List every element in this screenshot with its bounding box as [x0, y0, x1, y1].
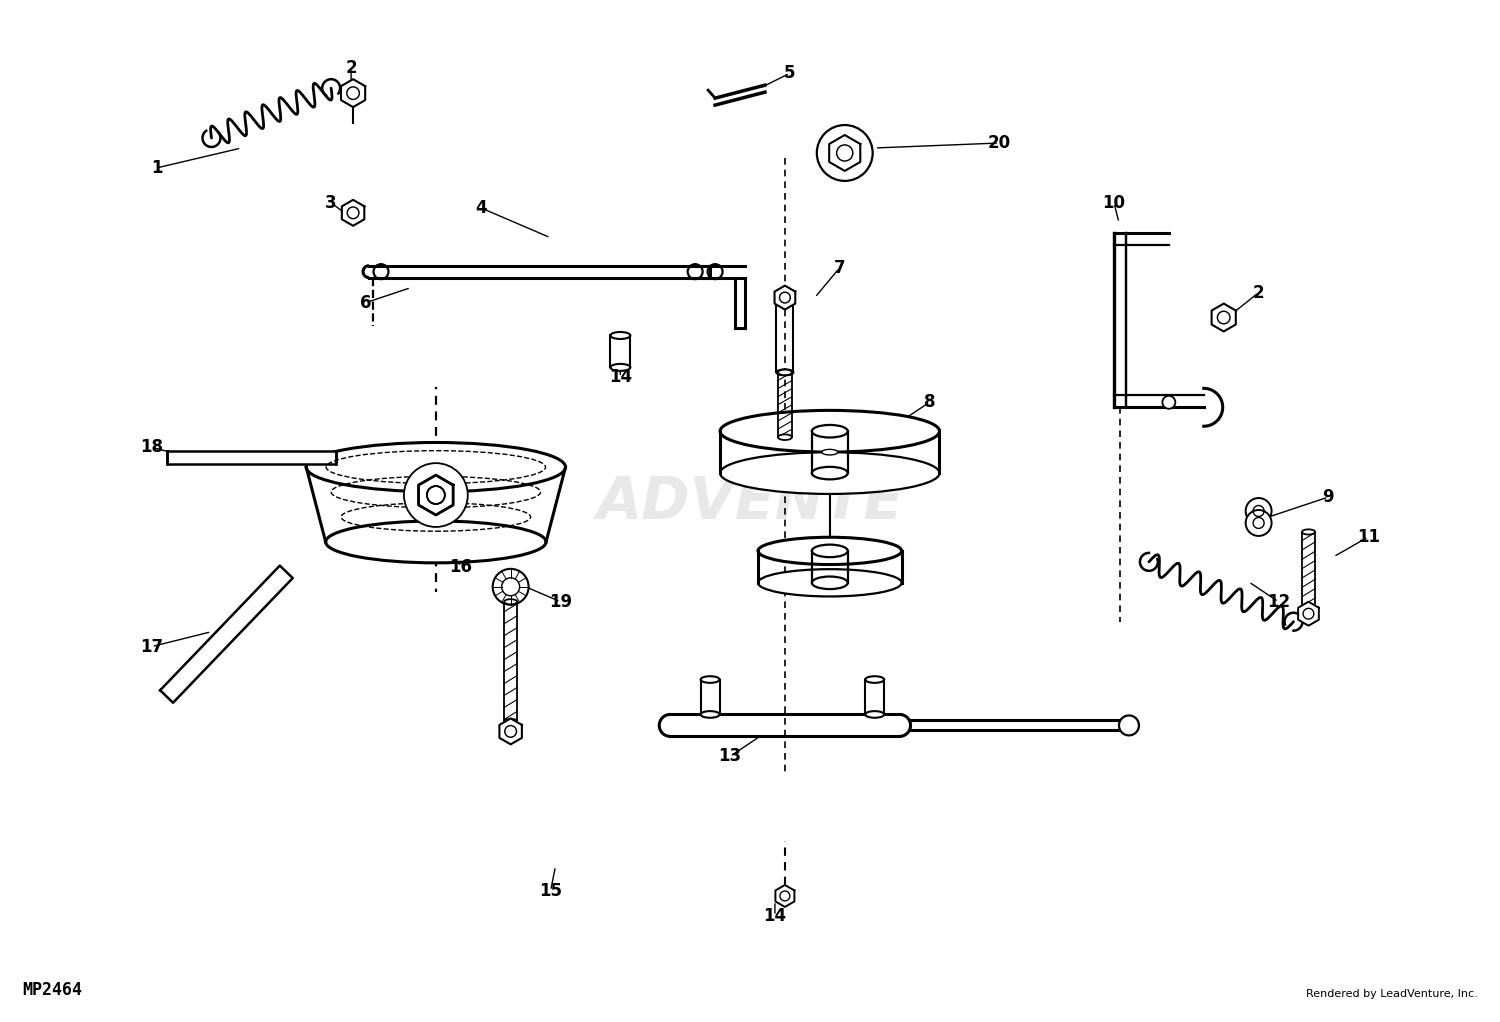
Text: 10: 10 — [1102, 194, 1125, 212]
Text: 12: 12 — [1268, 593, 1290, 611]
Text: 3: 3 — [326, 194, 338, 212]
Polygon shape — [776, 885, 795, 907]
Text: 18: 18 — [140, 438, 164, 456]
Circle shape — [492, 569, 528, 605]
Text: Rendered by LeadVenture, Inc.: Rendered by LeadVenture, Inc. — [1306, 988, 1478, 998]
Text: 8: 8 — [924, 393, 936, 411]
Polygon shape — [774, 285, 795, 310]
Text: 6: 6 — [360, 293, 372, 312]
Text: 19: 19 — [549, 593, 572, 611]
Polygon shape — [1298, 602, 1318, 625]
Ellipse shape — [865, 711, 883, 717]
Text: 4: 4 — [476, 199, 486, 217]
Text: 15: 15 — [538, 882, 562, 900]
Ellipse shape — [777, 299, 794, 306]
Polygon shape — [419, 475, 453, 515]
Ellipse shape — [778, 370, 792, 375]
Circle shape — [1162, 396, 1176, 409]
Text: 1: 1 — [152, 159, 162, 177]
Circle shape — [1119, 715, 1138, 736]
Polygon shape — [1212, 304, 1236, 331]
Text: 16: 16 — [450, 558, 472, 575]
Text: 14: 14 — [764, 907, 786, 925]
Ellipse shape — [720, 411, 939, 452]
Text: 17: 17 — [140, 638, 164, 656]
Polygon shape — [500, 718, 522, 744]
Circle shape — [818, 125, 873, 181]
Ellipse shape — [778, 434, 792, 440]
Text: 7: 7 — [834, 259, 846, 277]
Ellipse shape — [1302, 604, 1316, 609]
Circle shape — [404, 463, 468, 527]
Polygon shape — [166, 451, 336, 464]
Text: MP2464: MP2464 — [22, 981, 82, 998]
Ellipse shape — [504, 718, 518, 724]
Ellipse shape — [758, 538, 902, 564]
Text: 2: 2 — [345, 59, 357, 78]
Polygon shape — [419, 475, 453, 515]
Text: 2: 2 — [1252, 283, 1264, 301]
Ellipse shape — [812, 576, 847, 589]
Text: 13: 13 — [718, 747, 741, 765]
Ellipse shape — [504, 599, 518, 604]
Ellipse shape — [812, 467, 847, 479]
Circle shape — [1245, 498, 1272, 524]
Polygon shape — [340, 79, 364, 107]
Text: 14: 14 — [609, 368, 631, 386]
Ellipse shape — [720, 453, 939, 494]
Ellipse shape — [610, 332, 630, 339]
Ellipse shape — [777, 369, 794, 375]
Ellipse shape — [812, 545, 847, 557]
Ellipse shape — [306, 443, 566, 492]
Polygon shape — [342, 200, 364, 226]
Ellipse shape — [700, 677, 720, 683]
Text: ADVENTE: ADVENTE — [597, 473, 903, 530]
Ellipse shape — [700, 711, 720, 717]
Polygon shape — [830, 135, 861, 171]
Circle shape — [1245, 510, 1272, 536]
Text: 11: 11 — [1358, 528, 1380, 546]
Text: 20: 20 — [988, 134, 1011, 152]
Text: 5: 5 — [784, 64, 795, 82]
FancyBboxPatch shape — [720, 431, 939, 473]
Ellipse shape — [812, 425, 847, 437]
Ellipse shape — [758, 569, 902, 597]
Ellipse shape — [610, 364, 630, 371]
Ellipse shape — [865, 677, 883, 683]
Ellipse shape — [1302, 529, 1316, 535]
Polygon shape — [160, 565, 292, 703]
Ellipse shape — [822, 450, 839, 455]
Text: 9: 9 — [1323, 489, 1334, 506]
Ellipse shape — [326, 521, 546, 563]
